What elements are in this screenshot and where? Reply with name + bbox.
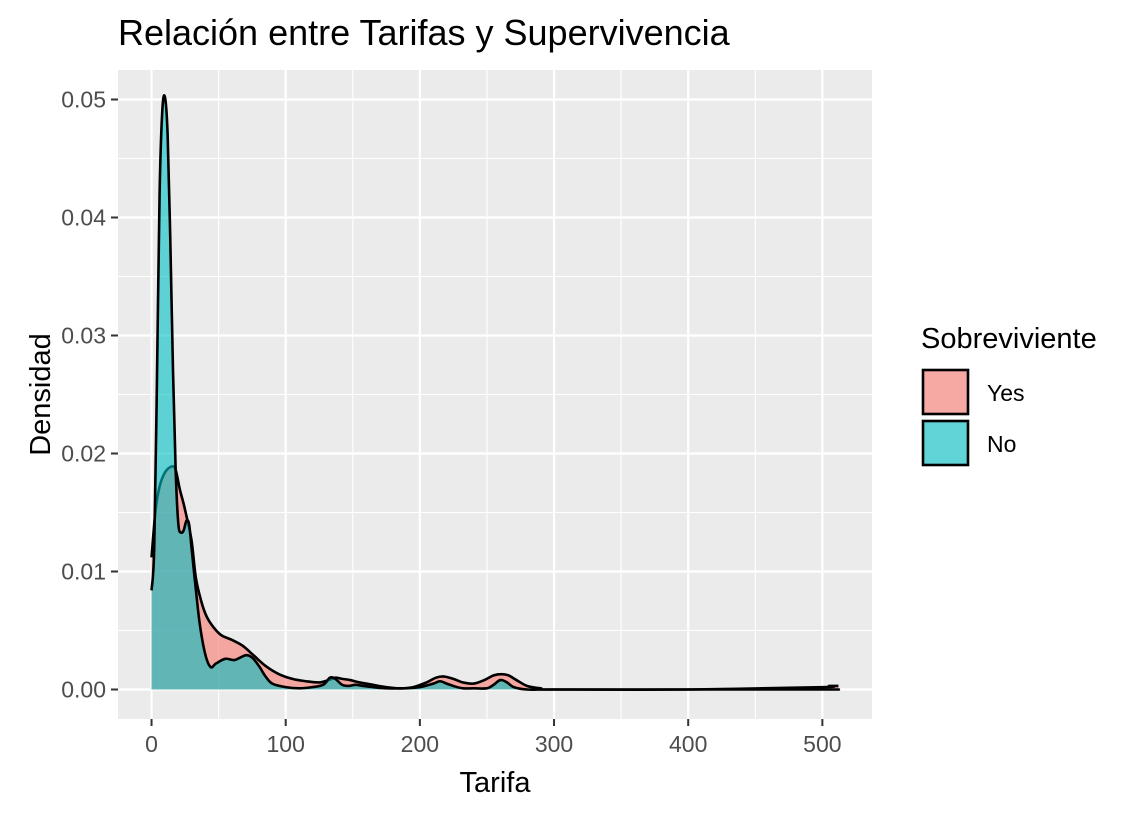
legend-key-no <box>921 419 970 467</box>
x-tick-label: 400 <box>669 731 707 757</box>
density-line-no <box>150 94 841 691</box>
legend-key-yes <box>921 368 970 416</box>
x-tick-label: 200 <box>401 731 439 757</box>
y-tick-label: 0.05 <box>61 87 106 113</box>
density-areas <box>150 94 841 692</box>
x-tick-label: 500 <box>803 731 841 757</box>
legend-label-yes: Yes <box>987 380 1025 406</box>
x-tick-label: 300 <box>535 731 573 757</box>
minor-grid <box>118 70 872 719</box>
y-axis: 0.00 0.01 0.02 0.03 0.04 0.05 <box>61 87 118 703</box>
y-tick-label: 0.00 <box>61 677 106 703</box>
legend: Sobreviviente Yes No <box>921 323 1097 467</box>
x-tick-label: 100 <box>267 731 305 757</box>
x-tick-label: 0 <box>145 731 158 757</box>
chart-title: Relación entre Tarifas y Supervivencia <box>118 12 730 53</box>
x-axis-title: Tarifa <box>460 767 532 799</box>
x-axis: 0 100 200 300 400 500 <box>145 719 842 757</box>
y-tick-label: 0.02 <box>61 441 106 467</box>
y-tick-label: 0.04 <box>61 205 106 231</box>
legend-label-no: No <box>987 431 1016 457</box>
y-tick-label: 0.01 <box>61 559 106 585</box>
y-tick-label: 0.03 <box>61 323 106 349</box>
y-axis-title: Densidad <box>25 333 57 456</box>
legend-title: Sobreviviente <box>921 323 1097 355</box>
